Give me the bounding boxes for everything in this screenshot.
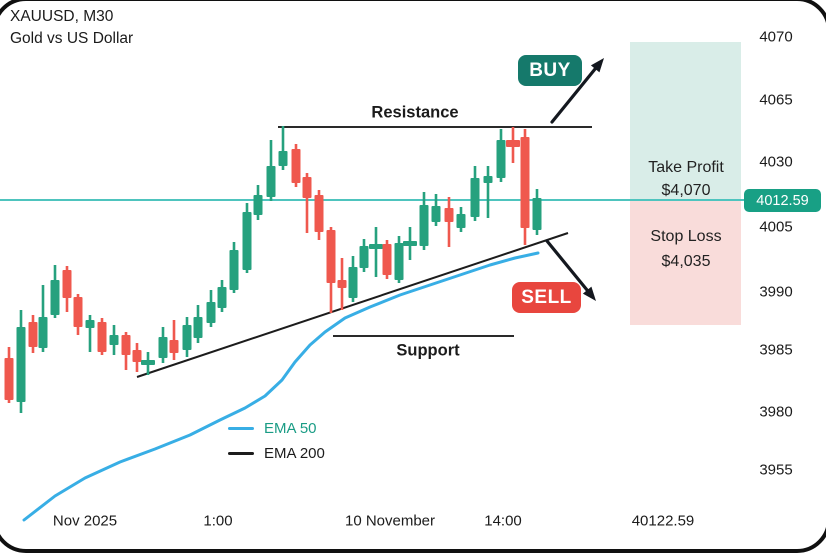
ema50-legend-label: EMA 50 — [264, 420, 317, 437]
candle-up — [158, 337, 168, 358]
resistance-label: Resistance — [371, 103, 459, 122]
candle-down — [28, 322, 38, 347]
take-profit-label: Take Profit — [648, 159, 724, 176]
y-axis-label: 4070 — [759, 28, 793, 46]
candle-down — [314, 195, 324, 232]
candle-down — [520, 137, 530, 228]
candle-down — [302, 177, 312, 198]
ema200-line-swatch — [228, 452, 254, 455]
current-price-badge: 4012.59 — [744, 189, 821, 212]
x-axis-label: Nov 2025 — [52, 512, 118, 530]
candle-down — [326, 230, 336, 283]
y-axis-label: 3985 — [759, 341, 793, 359]
candle-up — [532, 198, 542, 230]
candle-up — [431, 206, 441, 222]
candle-up — [278, 151, 288, 166]
candle-up — [109, 335, 119, 345]
candle-down — [97, 322, 107, 352]
candle-up — [403, 241, 417, 246]
stop-loss-price: $4,035 — [661, 253, 711, 270]
x-axis-label: 10 November — [344, 512, 436, 530]
take-profit-zone — [630, 42, 741, 200]
candle-down — [291, 149, 301, 183]
symbol-subtitle: Gold vs US Dollar — [10, 30, 134, 47]
candle-up — [206, 302, 216, 323]
ema200-legend-label: EMA 200 — [264, 445, 325, 462]
y-axis-label: 4005 — [759, 218, 793, 236]
x-axis-label: 40122.59 — [631, 512, 695, 530]
candle-up — [38, 317, 48, 348]
candle-down — [444, 208, 454, 222]
candle-up — [193, 317, 203, 338]
candle-up — [266, 166, 276, 197]
take-profit-price: $4,070 — [661, 182, 711, 199]
symbol-title: XAUUSD, M30 — [10, 8, 114, 25]
y-axis-label: 4030 — [759, 153, 793, 171]
x-axis-label: 1:00 — [203, 512, 233, 530]
candle-up — [359, 246, 369, 268]
buy-arrow-head — [590, 58, 604, 73]
candle-up — [141, 360, 155, 365]
candle-up — [253, 195, 263, 215]
y-axis-label: 4065 — [759, 91, 793, 109]
x-axis-label: 14:00 — [484, 512, 522, 530]
stop-loss-zone — [630, 200, 741, 325]
candle-up — [496, 140, 506, 178]
candle-down — [73, 297, 83, 327]
candle-down — [121, 335, 131, 355]
sell-arrow-head — [582, 286, 596, 301]
y-axis-label: 3980 — [759, 403, 793, 421]
sell-badge: SELL — [512, 282, 581, 313]
candle-up — [182, 325, 192, 350]
candle-up — [369, 244, 383, 249]
ema50-line-swatch — [228, 427, 254, 430]
candle-up — [456, 214, 466, 228]
candle-up — [50, 280, 60, 315]
candle-down — [62, 270, 72, 298]
candle-up — [483, 176, 493, 183]
ema200-trendline — [136, 232, 569, 378]
candle-up — [419, 205, 429, 246]
legend-ema50: EMA 50 — [228, 420, 317, 437]
candle-down — [4, 358, 14, 400]
candle-up — [85, 320, 95, 328]
stop-loss-label: Stop Loss — [650, 228, 722, 245]
candle-up — [470, 178, 480, 217]
candle-up — [394, 243, 404, 280]
candle-up — [242, 212, 252, 270]
candle-down — [132, 350, 142, 362]
candle-up — [229, 250, 239, 290]
y-axis-label: 3955 — [759, 461, 793, 479]
buy-badge: BUY — [518, 55, 582, 86]
candle-down — [382, 244, 392, 275]
legend-ema200: EMA 200 — [228, 445, 325, 462]
candle-down — [337, 280, 347, 288]
y-axis-label: 3990 — [759, 283, 793, 301]
candle-down — [169, 340, 179, 353]
sell-arrow — [545, 239, 592, 295]
ema50-curve — [22, 251, 540, 522]
candle-up — [217, 287, 227, 308]
candle-up — [16, 327, 26, 402]
buy-arrow — [550, 64, 600, 124]
support-label: Support — [396, 341, 460, 360]
candle-up — [348, 267, 358, 298]
candle-down — [506, 140, 520, 147]
